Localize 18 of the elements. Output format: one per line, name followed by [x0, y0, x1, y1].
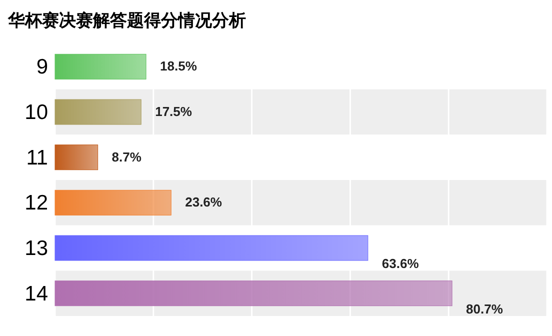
data-label: 80.7% [466, 301, 504, 316]
chart-title: 华杯赛决赛解答题得分情况分析 [7, 11, 246, 30]
data-label: 17.5% [155, 104, 192, 119]
data-label: 63.6% [382, 256, 420, 271]
bar [54, 54, 146, 80]
bar [54, 190, 172, 216]
data-label: 8.7% [112, 149, 142, 164]
y-tick-label: 13 [24, 237, 48, 260]
bar [54, 99, 142, 125]
y-tick-label: 14 [24, 282, 48, 306]
y-tick-label: 11 [26, 146, 48, 170]
bar [54, 235, 368, 261]
data-label: 18.5% [160, 58, 198, 74]
y-tick-label: 9 [36, 56, 48, 79]
bar [54, 144, 98, 170]
y-tick-label: 12 [24, 192, 48, 215]
y-tick-label: 10 [24, 101, 48, 124]
data-label: 23.6% [185, 194, 222, 210]
